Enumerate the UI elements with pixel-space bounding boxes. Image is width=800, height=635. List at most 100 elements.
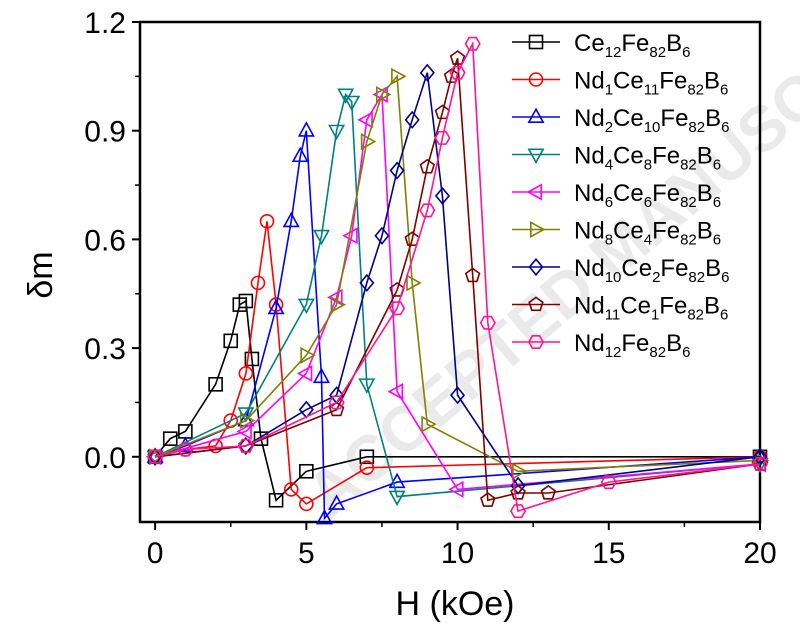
legend-label: Nd12Fe82B6: [574, 330, 690, 361]
data-point: [328, 395, 345, 410]
legend-marker: [527, 148, 545, 164]
data-point: [540, 484, 557, 500]
data-point: [434, 104, 451, 120]
x-tick-label: 5: [298, 537, 315, 570]
legend-marker: [527, 335, 545, 349]
legend-label: Nd11Ce1Fe82B6: [574, 293, 728, 324]
legend-label: Ce12Fe82B6: [574, 30, 690, 61]
data-point: [404, 231, 420, 246]
data-point: [300, 346, 316, 364]
legend-item: Nd2Ce10Fe82B6: [512, 105, 729, 136]
y-tick-label: 1.2: [84, 7, 126, 40]
data-point: [419, 203, 436, 218]
data-point: [600, 475, 617, 490]
data-point: [419, 158, 436, 174]
data-point: [388, 490, 406, 507]
data-point: [421, 415, 437, 433]
series-line: [155, 72, 761, 487]
x-axis-title: H (kOe): [396, 585, 515, 623]
legend-marker: [528, 72, 544, 87]
legend-label: Nd1Ce11Fe82B6: [574, 68, 728, 99]
data-point: [434, 130, 451, 145]
data-point: [330, 296, 347, 314]
data-point: [296, 364, 313, 382]
data-point: [312, 367, 330, 384]
data-point: [387, 383, 404, 401]
data-point: [751, 457, 769, 472]
data-point: [450, 386, 466, 405]
data-point: [238, 366, 254, 381]
data-point: [238, 293, 254, 309]
data-point: [404, 110, 420, 129]
legend-item: Nd8Ce4Fe82B6: [512, 218, 721, 249]
data-point: [328, 494, 346, 510]
data-point: [253, 431, 269, 446]
data-point: [328, 401, 345, 417]
data-point: [327, 288, 343, 306]
data-point: [510, 484, 526, 500]
data-point: [147, 449, 164, 464]
legend-label: Nd8Ce4Fe82B6: [574, 218, 721, 249]
data-point: [315, 508, 333, 525]
data-point: [223, 333, 239, 349]
data-point: [449, 65, 466, 80]
data-point: [312, 229, 330, 246]
series-line: [154, 74, 761, 473]
data-point: [359, 460, 375, 475]
data-point: [360, 133, 377, 151]
data-point: [291, 146, 309, 163]
legend-marker: [527, 107, 545, 123]
legend: Ce12Fe82B6 Nd1Ce11Fe82B6 Nd2Ce10Fe82B6 Nd4C…: [512, 30, 729, 361]
x-tick-label: 20: [743, 537, 776, 570]
x-tick-label: 15: [592, 537, 625, 570]
data-point: [299, 463, 314, 479]
data-point: [480, 492, 496, 507]
data-point: [177, 442, 194, 457]
legend-marker: [528, 296, 544, 312]
data-point: [267, 298, 285, 315]
legend-marker: [526, 183, 543, 201]
plot-frame: [138, 20, 762, 524]
data-point: [239, 412, 256, 430]
data-point: [282, 211, 300, 228]
data-point: [375, 85, 392, 103]
data-point: [448, 480, 464, 498]
data-point: [250, 275, 266, 291]
data-point: [389, 281, 405, 297]
data-point: [162, 431, 178, 446]
series-line: [154, 91, 761, 491]
series-Nd12Fe82B6: [147, 36, 769, 519]
y-axis-title: δm: [22, 251, 60, 298]
data-point: [244, 351, 260, 367]
legend-item: Nd4Ce8Fe82B6: [512, 143, 721, 174]
data-point: [464, 36, 481, 51]
legend-item: Nd11Ce1Fe82B6: [512, 293, 728, 324]
legend-item: Nd12Fe82B6: [512, 330, 690, 361]
data-point: [406, 274, 422, 292]
x-tick-label: 10: [441, 537, 474, 570]
data-point: [388, 301, 406, 316]
legend-marker: [529, 220, 546, 239]
data-point: [283, 482, 299, 497]
plot-area: [145, 36, 770, 525]
data-point: [359, 273, 375, 292]
legend-label: Nd2Ce10Fe82B6: [574, 105, 729, 136]
x-tick-label: 0: [147, 537, 164, 570]
legend-label: Nd10Ce2Fe82B6: [574, 255, 729, 286]
series-line: [154, 221, 761, 505]
data-point: [328, 124, 346, 141]
data-point: [509, 504, 527, 519]
data-point: [391, 67, 407, 85]
y-tick-label: 0.0: [84, 442, 126, 475]
data-point: [208, 377, 223, 392]
data-point: [374, 226, 390, 245]
series-Ce12Fe82B6: [147, 293, 768, 508]
y-tick-label: 0.3: [84, 333, 126, 366]
series-line: [154, 40, 761, 513]
y-tick-label: 0.6: [84, 224, 126, 257]
data-point: [297, 121, 315, 137]
data-point: [237, 438, 254, 453]
legend-item: Nd6Ce6Fe82B6: [512, 180, 721, 211]
data-point: [357, 111, 373, 129]
legend-label: Nd6Ce6Fe82B6: [574, 180, 721, 211]
